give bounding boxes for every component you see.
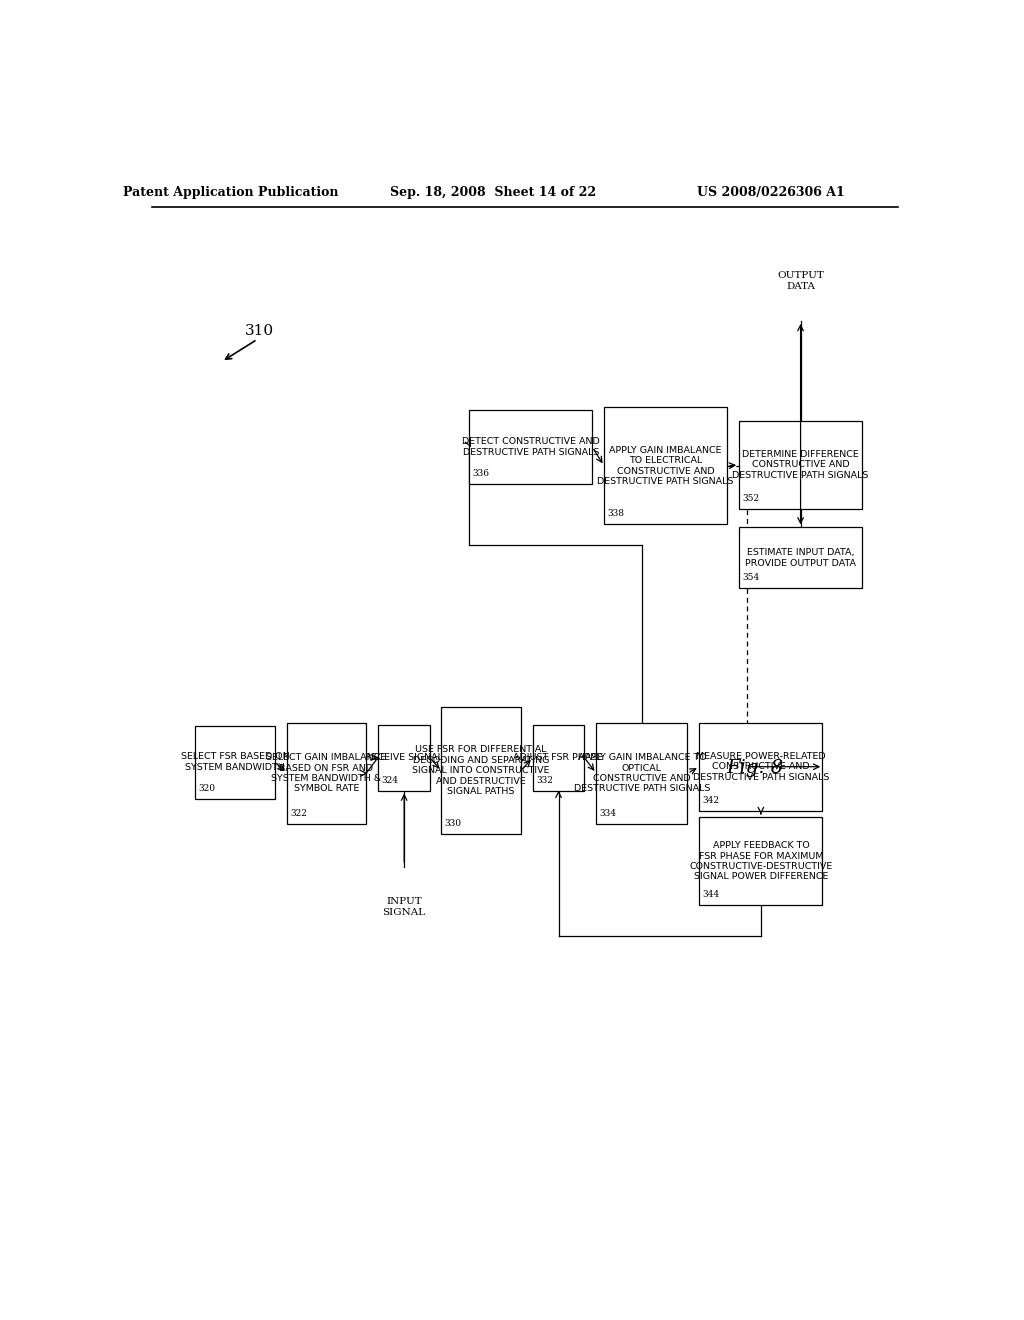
Text: DETECT CONSTRUCTIVE AND
DESTRUCTIVE PATH SIGNALS: DETECT CONSTRUCTIVE AND DESTRUCTIVE PATH… xyxy=(462,437,600,457)
Text: SELECT FSR BASED ON
SYSTEM BANDWIDTH: SELECT FSR BASED ON SYSTEM BANDWIDTH xyxy=(181,752,290,772)
Text: APPLY GAIN IMBALANCE
TO ELECTRICAL
CONSTRUCTIVE AND
DESTRUCTIVE PATH SIGNALS: APPLY GAIN IMBALANCE TO ELECTRICAL CONST… xyxy=(597,446,734,486)
Text: Patent Application Publication: Patent Application Publication xyxy=(124,186,339,199)
Text: 330: 330 xyxy=(444,820,462,828)
FancyBboxPatch shape xyxy=(699,817,822,906)
Text: SELECT GAIN IMBALANCE
BASED ON FSR AND
SYSTEM BANDWIDTH &
SYMBOL RATE: SELECT GAIN IMBALANCE BASED ON FSR AND S… xyxy=(266,754,386,793)
Text: INPUT
SIGNAL: INPUT SIGNAL xyxy=(383,898,426,916)
Text: MEASURE POWER-RELATED
CONSTRUCTIVE AND
DESTRUCTIVE PATH SIGNALS: MEASURE POWER-RELATED CONSTRUCTIVE AND D… xyxy=(692,752,829,781)
Text: 352: 352 xyxy=(742,494,760,503)
FancyBboxPatch shape xyxy=(196,726,274,799)
FancyBboxPatch shape xyxy=(287,722,367,824)
Text: APPLY FEEDBACK TO
FSR PHASE FOR MAXIMUM
CONSTRUCTIVE-DESTRUCTIVE
SIGNAL POWER DI: APPLY FEEDBACK TO FSR PHASE FOR MAXIMUM … xyxy=(689,841,833,882)
Text: 354: 354 xyxy=(742,573,760,582)
FancyBboxPatch shape xyxy=(739,528,862,589)
Text: 334: 334 xyxy=(599,809,616,818)
Text: USE FSR FOR DIFFERENTIAL
DECODING AND SEPARATING
SIGNAL INTO CONSTRUCTIVE
AND DE: USE FSR FOR DIFFERENTIAL DECODING AND SE… xyxy=(413,746,550,796)
Text: 310: 310 xyxy=(245,325,273,338)
Text: ADJUST FSR PHASE: ADJUST FSR PHASE xyxy=(513,754,604,762)
Text: Sep. 18, 2008  Sheet 14 of 22: Sep. 18, 2008 Sheet 14 of 22 xyxy=(390,186,596,199)
FancyBboxPatch shape xyxy=(596,722,687,824)
Text: RECEIVE SIGNAL: RECEIVE SIGNAL xyxy=(365,754,442,762)
Text: APPLY GAIN IMBALANCE TO
OPTICAL
CONSTRUCTIVE AND
DESTRUCTIVE PATH SIGNALS: APPLY GAIN IMBALANCE TO OPTICAL CONSTRUC… xyxy=(573,754,710,793)
Text: US 2008/0226306 A1: US 2008/0226306 A1 xyxy=(697,186,845,199)
Text: OUTPUT
DATA: OUTPUT DATA xyxy=(777,271,824,290)
Text: 320: 320 xyxy=(199,784,216,792)
FancyBboxPatch shape xyxy=(441,708,521,834)
FancyBboxPatch shape xyxy=(699,722,822,810)
FancyBboxPatch shape xyxy=(604,408,727,524)
Text: ESTIMATE INPUT DATA,
PROVIDE OUTPUT DATA: ESTIMATE INPUT DATA, PROVIDE OUTPUT DATA xyxy=(745,548,856,568)
Text: 338: 338 xyxy=(607,510,625,519)
Text: 324: 324 xyxy=(381,776,398,784)
Text: Fig. 8: Fig. 8 xyxy=(726,759,783,777)
Text: 322: 322 xyxy=(290,809,307,818)
Text: DETERMINE DIFFERENCE
CONSTRUCTIVE AND
DESTRUCTIVE PATH SIGNALS: DETERMINE DIFFERENCE CONSTRUCTIVE AND DE… xyxy=(732,450,868,479)
Text: 342: 342 xyxy=(702,796,720,805)
FancyBboxPatch shape xyxy=(469,411,592,483)
FancyBboxPatch shape xyxy=(532,725,585,791)
Text: 332: 332 xyxy=(536,776,553,784)
FancyBboxPatch shape xyxy=(378,725,430,791)
Text: 344: 344 xyxy=(702,891,720,899)
FancyBboxPatch shape xyxy=(739,421,862,510)
Text: 336: 336 xyxy=(472,469,489,478)
